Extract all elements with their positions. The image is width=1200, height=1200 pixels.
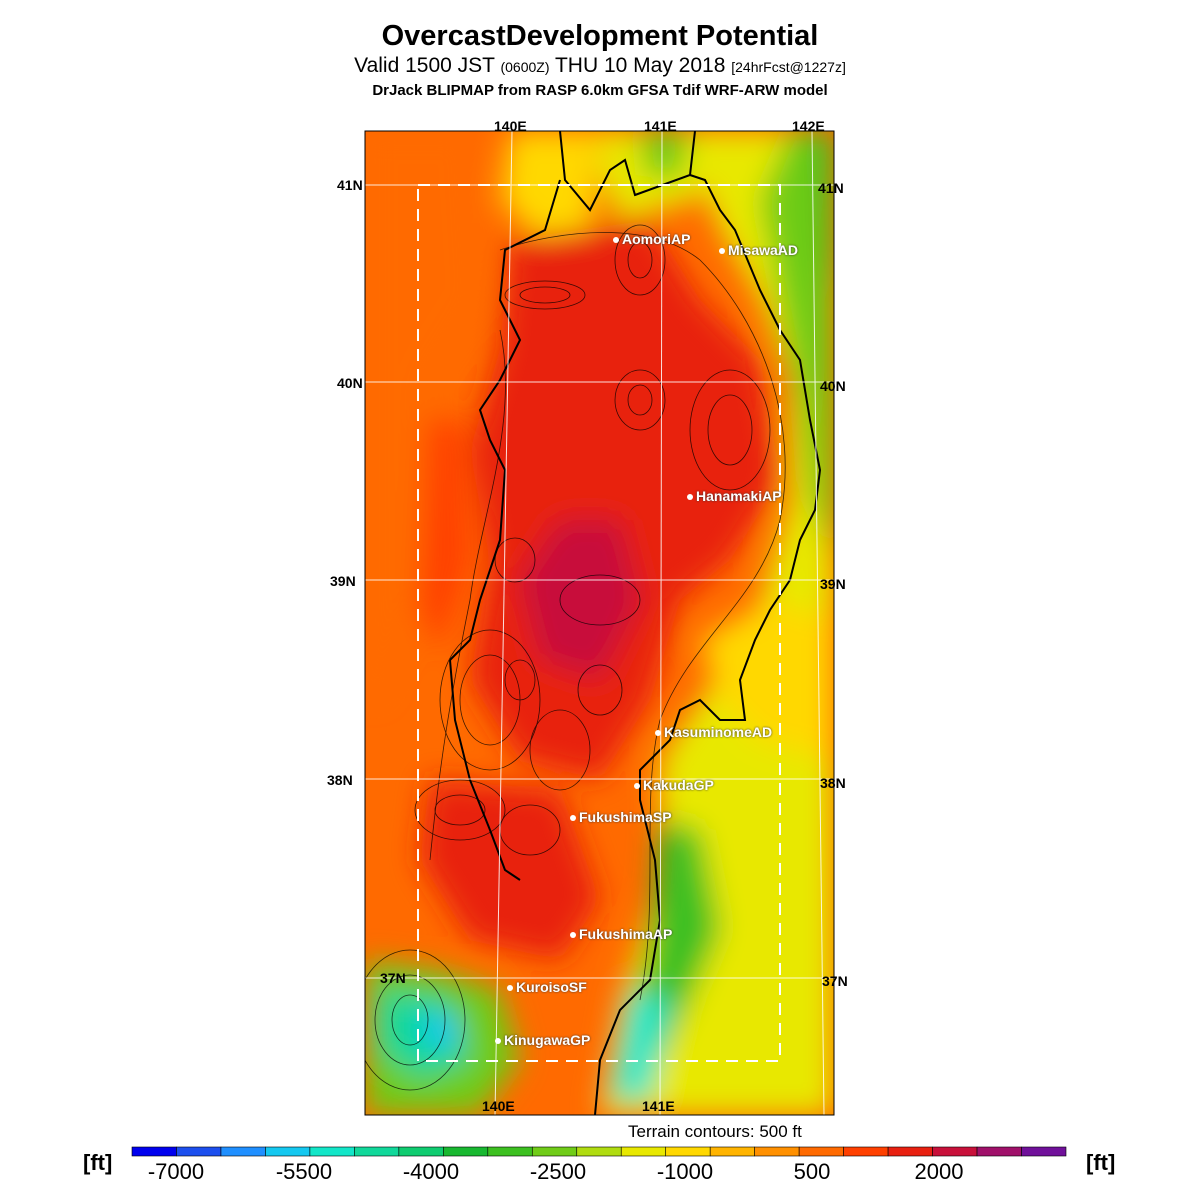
station-kinugawa-gp: KinugawaGP [494, 1032, 591, 1048]
station-kuroiso-sf: KuroisoSF [507, 979, 587, 995]
colorbar-swatch [576, 1146, 622, 1157]
map-title: OvercastDevelopment Potential [381, 20, 819, 52]
lon-bottom-141: 141E [642, 1098, 675, 1114]
station-kakuda-gp: KakudaGP [634, 777, 714, 793]
colorbar-swatch [1021, 1146, 1067, 1157]
colorbar-swatch [887, 1146, 933, 1157]
colorbar-swatch [976, 1146, 1022, 1157]
colorbar-swatch [176, 1146, 222, 1157]
lat-right-38: 38N [820, 775, 846, 791]
colorbar-swatch [665, 1146, 711, 1157]
colorbar-swatch [354, 1146, 400, 1157]
lat-right-41: 41N [818, 180, 844, 196]
lon-top-140: 140E [494, 118, 527, 134]
colorbar-swatch [487, 1146, 533, 1157]
colorbar-swatch [798, 1146, 844, 1157]
forecast-info: [24hrFcst@1227z] [731, 59, 846, 75]
colorbar-label: -4000 [402, 1159, 460, 1184]
station-kasuminome-ad: KasuminomeAD [654, 724, 773, 740]
colorbar-swatch [398, 1146, 444, 1157]
colorbar-swatch [131, 1146, 177, 1157]
colorbar-label: 500 [793, 1159, 831, 1184]
colorbar-unit-right: [ft] [1086, 1150, 1116, 1175]
colorbar-swatch [220, 1146, 266, 1157]
valid-zulu: (0600Z) [500, 59, 550, 75]
valid-time: Valid 1500 JST (0600Z) THU 10 May 2018 [… [0, 54, 1200, 78]
station-hanamaki-ap: HanamakiAP [687, 488, 782, 504]
colorbar-label: -1000 [656, 1159, 714, 1184]
colorbar-label: -5500 [275, 1159, 333, 1184]
colorbar-label: -7000 [147, 1159, 205, 1184]
lat-left-38: 38N [327, 772, 353, 788]
coastline [449, 131, 822, 1115]
colorbar-swatch [265, 1146, 311, 1157]
graticule [365, 131, 834, 1115]
colorbar-unit-left: [ft] [83, 1150, 113, 1175]
lat-left-37: 37N [380, 970, 406, 986]
colorbar-swatch [709, 1146, 755, 1157]
map-frame [364, 130, 835, 1116]
colorbar-swatch [843, 1146, 889, 1157]
model-description: DrJack BLIPMAP from RASP 6.0km GFSA Tdif… [372, 82, 828, 99]
lat-right-37: 37N [822, 973, 848, 989]
valid-prefix: Valid 1500 JST [354, 54, 495, 77]
lat-left-39: 39N [330, 573, 356, 589]
colorbar [131, 1146, 1067, 1157]
map-field [365, 131, 834, 1115]
colorbar-swatch [620, 1146, 667, 1157]
lat-left-41: 41N [337, 177, 363, 193]
lon-top-141: 141E [644, 118, 677, 134]
station-fukushima-sp: FukushimaSP [570, 809, 672, 825]
station-misawa-ad: MisawaAD [718, 242, 799, 258]
station-fukushima-ap: FukushimaAP [569, 926, 673, 942]
terrain-note: Terrain contours: 500 ft [628, 1122, 802, 1141]
colorbar-swatch [443, 1146, 489, 1157]
station-aomori-ap: AomoriAP [612, 231, 691, 247]
colorbar-label: -2500 [529, 1159, 587, 1184]
colorbar-swatch [309, 1146, 355, 1157]
colorbar-swatch [932, 1146, 978, 1157]
lat-right-39: 39N [820, 576, 846, 592]
lat-right-40: 40N [820, 378, 846, 394]
colorbar-label: 2000 [914, 1159, 964, 1184]
inner-domain-box [417, 184, 781, 1062]
terrain-contours [365, 224, 786, 1091]
lon-bottom-140: 140E [482, 1098, 515, 1114]
lon-top-142: 142E [792, 118, 825, 134]
colorbar-swatch [754, 1146, 800, 1157]
colorbar-swatch [531, 1146, 578, 1157]
lat-left-40: 40N [337, 375, 363, 391]
valid-date: THU 10 May 2018 [554, 54, 726, 77]
